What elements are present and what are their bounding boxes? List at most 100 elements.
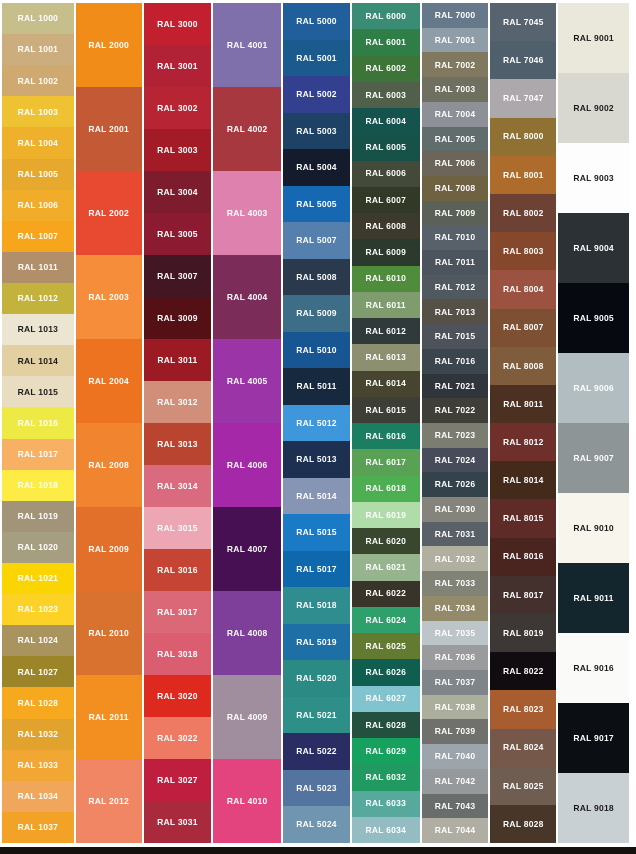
swatch-ral-8011: RAL 8011: [490, 384, 557, 424]
swatch-ral-3027: RAL 3027: [143, 759, 212, 801]
swatch-ral-7023: RAL 7023: [421, 422, 489, 448]
swatch-ral-6016: RAL 6016: [351, 423, 420, 450]
swatch-label: RAL 1000: [17, 13, 59, 24]
swatch-label: RAL 2004: [88, 375, 129, 386]
swatch-ral-3012: RAL 3012: [143, 381, 212, 423]
swatch-label: RAL 6018: [365, 483, 407, 494]
swatch-ral-5007: RAL 5007: [283, 222, 350, 259]
swatch-label: RAL 3017: [157, 606, 198, 617]
swatch-ral-8000: RAL 8000: [490, 117, 557, 156]
swatch-ral-9018: RAL 9018: [558, 773, 629, 843]
swatch-label: RAL 7039: [434, 726, 476, 737]
swatch-label: RAL 1033: [17, 759, 59, 770]
column-red-3000s: RAL 3000 RAL 3001 RAL 3002 RAL 3003 RAL 3004…: [143, 3, 212, 843]
swatch-ral-1003: RAL 1003: [2, 96, 74, 128]
swatch-label: RAL 7035: [434, 627, 476, 638]
swatch-ral-6032: RAL 6032: [351, 764, 420, 791]
swatch-ral-5021: RAL 5021: [283, 696, 350, 734]
swatch-label: RAL 1005: [17, 168, 59, 179]
swatch-label: RAL 8008: [503, 360, 544, 371]
swatch-label: RAL 4003: [226, 207, 268, 218]
swatch-ral-9016: RAL 9016: [558, 633, 629, 703]
swatch-ral-8016: RAL 8016: [490, 537, 557, 576]
swatch-label: RAL 9005: [573, 312, 614, 323]
swatch-ral-7032: RAL 7032: [421, 546, 489, 572]
swatch-label: RAL 7033: [434, 578, 476, 589]
swatch-label: RAL 7045: [503, 16, 544, 27]
swatch-label: RAL 3013: [157, 438, 198, 449]
swatch-label: RAL 8017: [503, 589, 544, 600]
swatch-ral-2004: RAL 2004: [75, 339, 142, 423]
swatch-ral-6009: RAL 6009: [351, 239, 420, 266]
swatch-label: RAL 7032: [434, 553, 476, 564]
swatch-label: RAL 4007: [226, 543, 268, 554]
swatch-ral-2000: RAL 2000: [75, 3, 142, 87]
swatch-label: RAL 4002: [226, 123, 268, 134]
swatch-ral-2001: RAL 2001: [75, 87, 142, 171]
swatch-label: RAL 8003: [503, 245, 544, 256]
swatch-ral-5019: RAL 5019: [283, 623, 350, 661]
swatch-label: RAL 2010: [88, 627, 129, 638]
swatch-ral-7012: RAL 7012: [421, 274, 489, 300]
swatch-ral-1004: RAL 1004: [2, 127, 74, 159]
swatch-label: RAL 7009: [434, 207, 476, 218]
swatch-ral-6033: RAL 6033: [351, 790, 420, 817]
swatch-ral-3011: RAL 3011: [143, 339, 212, 381]
swatch-ral-6011: RAL 6011: [351, 291, 420, 318]
swatch-ral-9011: RAL 9011: [558, 563, 629, 633]
swatch-label: RAL 8023: [503, 704, 544, 715]
swatch-ral-5004: RAL 5004: [283, 149, 350, 186]
swatch-ral-6010: RAL 6010: [351, 265, 420, 292]
swatch-ral-7044: RAL 7044: [421, 818, 489, 843]
swatch-label: RAL 8007: [503, 322, 544, 333]
swatch-label: RAL 6033: [365, 798, 407, 809]
swatch-ral-8017: RAL 8017: [490, 575, 557, 614]
swatch-label: RAL 6029: [365, 745, 407, 756]
swatch-ral-3031: RAL 3031: [143, 801, 212, 843]
swatch-label: RAL 7011: [435, 257, 476, 268]
swatch-label: RAL 7021: [434, 380, 476, 391]
column-grey-brown-7045-8000s: RAL 7045 RAL 7046 RAL 7047 RAL 8000 RAL 8001…: [490, 3, 557, 844]
swatch-ral-3020: RAL 3020: [143, 675, 212, 717]
swatch-ral-6001: RAL 6001: [351, 29, 420, 56]
swatch-label: RAL 4005: [226, 375, 268, 386]
swatch-ral-8019: RAL 8019: [490, 614, 557, 653]
swatch-ral-8014: RAL 8014: [490, 461, 557, 500]
swatch-label: RAL 3005: [157, 228, 198, 239]
swatch-ral-6005: RAL 6005: [351, 134, 420, 161]
swatch-ral-8025: RAL 8025: [490, 766, 557, 805]
swatch-ral-6022: RAL 6022: [351, 580, 420, 607]
swatch-label: RAL 9001: [573, 32, 614, 43]
swatch-label: RAL 5009: [296, 308, 337, 319]
swatch-ral-3014: RAL 3014: [143, 465, 212, 507]
swatch-label: RAL 5019: [296, 636, 337, 647]
swatch-label: RAL 1020: [17, 542, 59, 553]
swatch-ral-8004: RAL 8004: [490, 270, 557, 309]
swatch-ral-6014: RAL 6014: [351, 370, 420, 397]
swatch-ral-6019: RAL 6019: [351, 501, 420, 528]
swatch-ral-9003: RAL 9003: [558, 143, 629, 213]
swatch-ral-7046: RAL 7046: [490, 41, 557, 80]
swatch-label: RAL 3022: [157, 732, 198, 743]
swatch-label: RAL 6026: [365, 667, 407, 678]
swatch-label: RAL 1024: [17, 635, 59, 646]
swatch-label: RAL 7026: [434, 479, 476, 490]
swatch-ral-3017: RAL 3017: [143, 591, 212, 633]
swatch-ral-8012: RAL 8012: [490, 423, 557, 462]
swatch-ral-7039: RAL 7039: [421, 719, 489, 745]
swatch-ral-9005: RAL 9005: [558, 283, 629, 353]
swatch-label: RAL 3027: [157, 774, 198, 785]
swatch-ral-7040: RAL 7040: [421, 744, 489, 769]
swatch-ral-1033: RAL 1033: [2, 749, 74, 781]
swatch-label: RAL 6003: [365, 89, 407, 100]
swatch-label: RAL 8028: [503, 818, 544, 829]
swatch-label: RAL 1028: [17, 697, 59, 708]
swatch-label: RAL 5001: [296, 52, 337, 63]
swatch-label: RAL 7047: [503, 93, 544, 104]
swatch-label: RAL 7000: [434, 10, 476, 21]
swatch-label: RAL 5007: [296, 235, 337, 246]
swatch-label: RAL 5024: [296, 819, 337, 830]
swatch-label: RAL 3007: [157, 270, 198, 281]
swatch-label: RAL 6010: [365, 273, 407, 284]
swatch-label: RAL 5000: [296, 16, 337, 26]
